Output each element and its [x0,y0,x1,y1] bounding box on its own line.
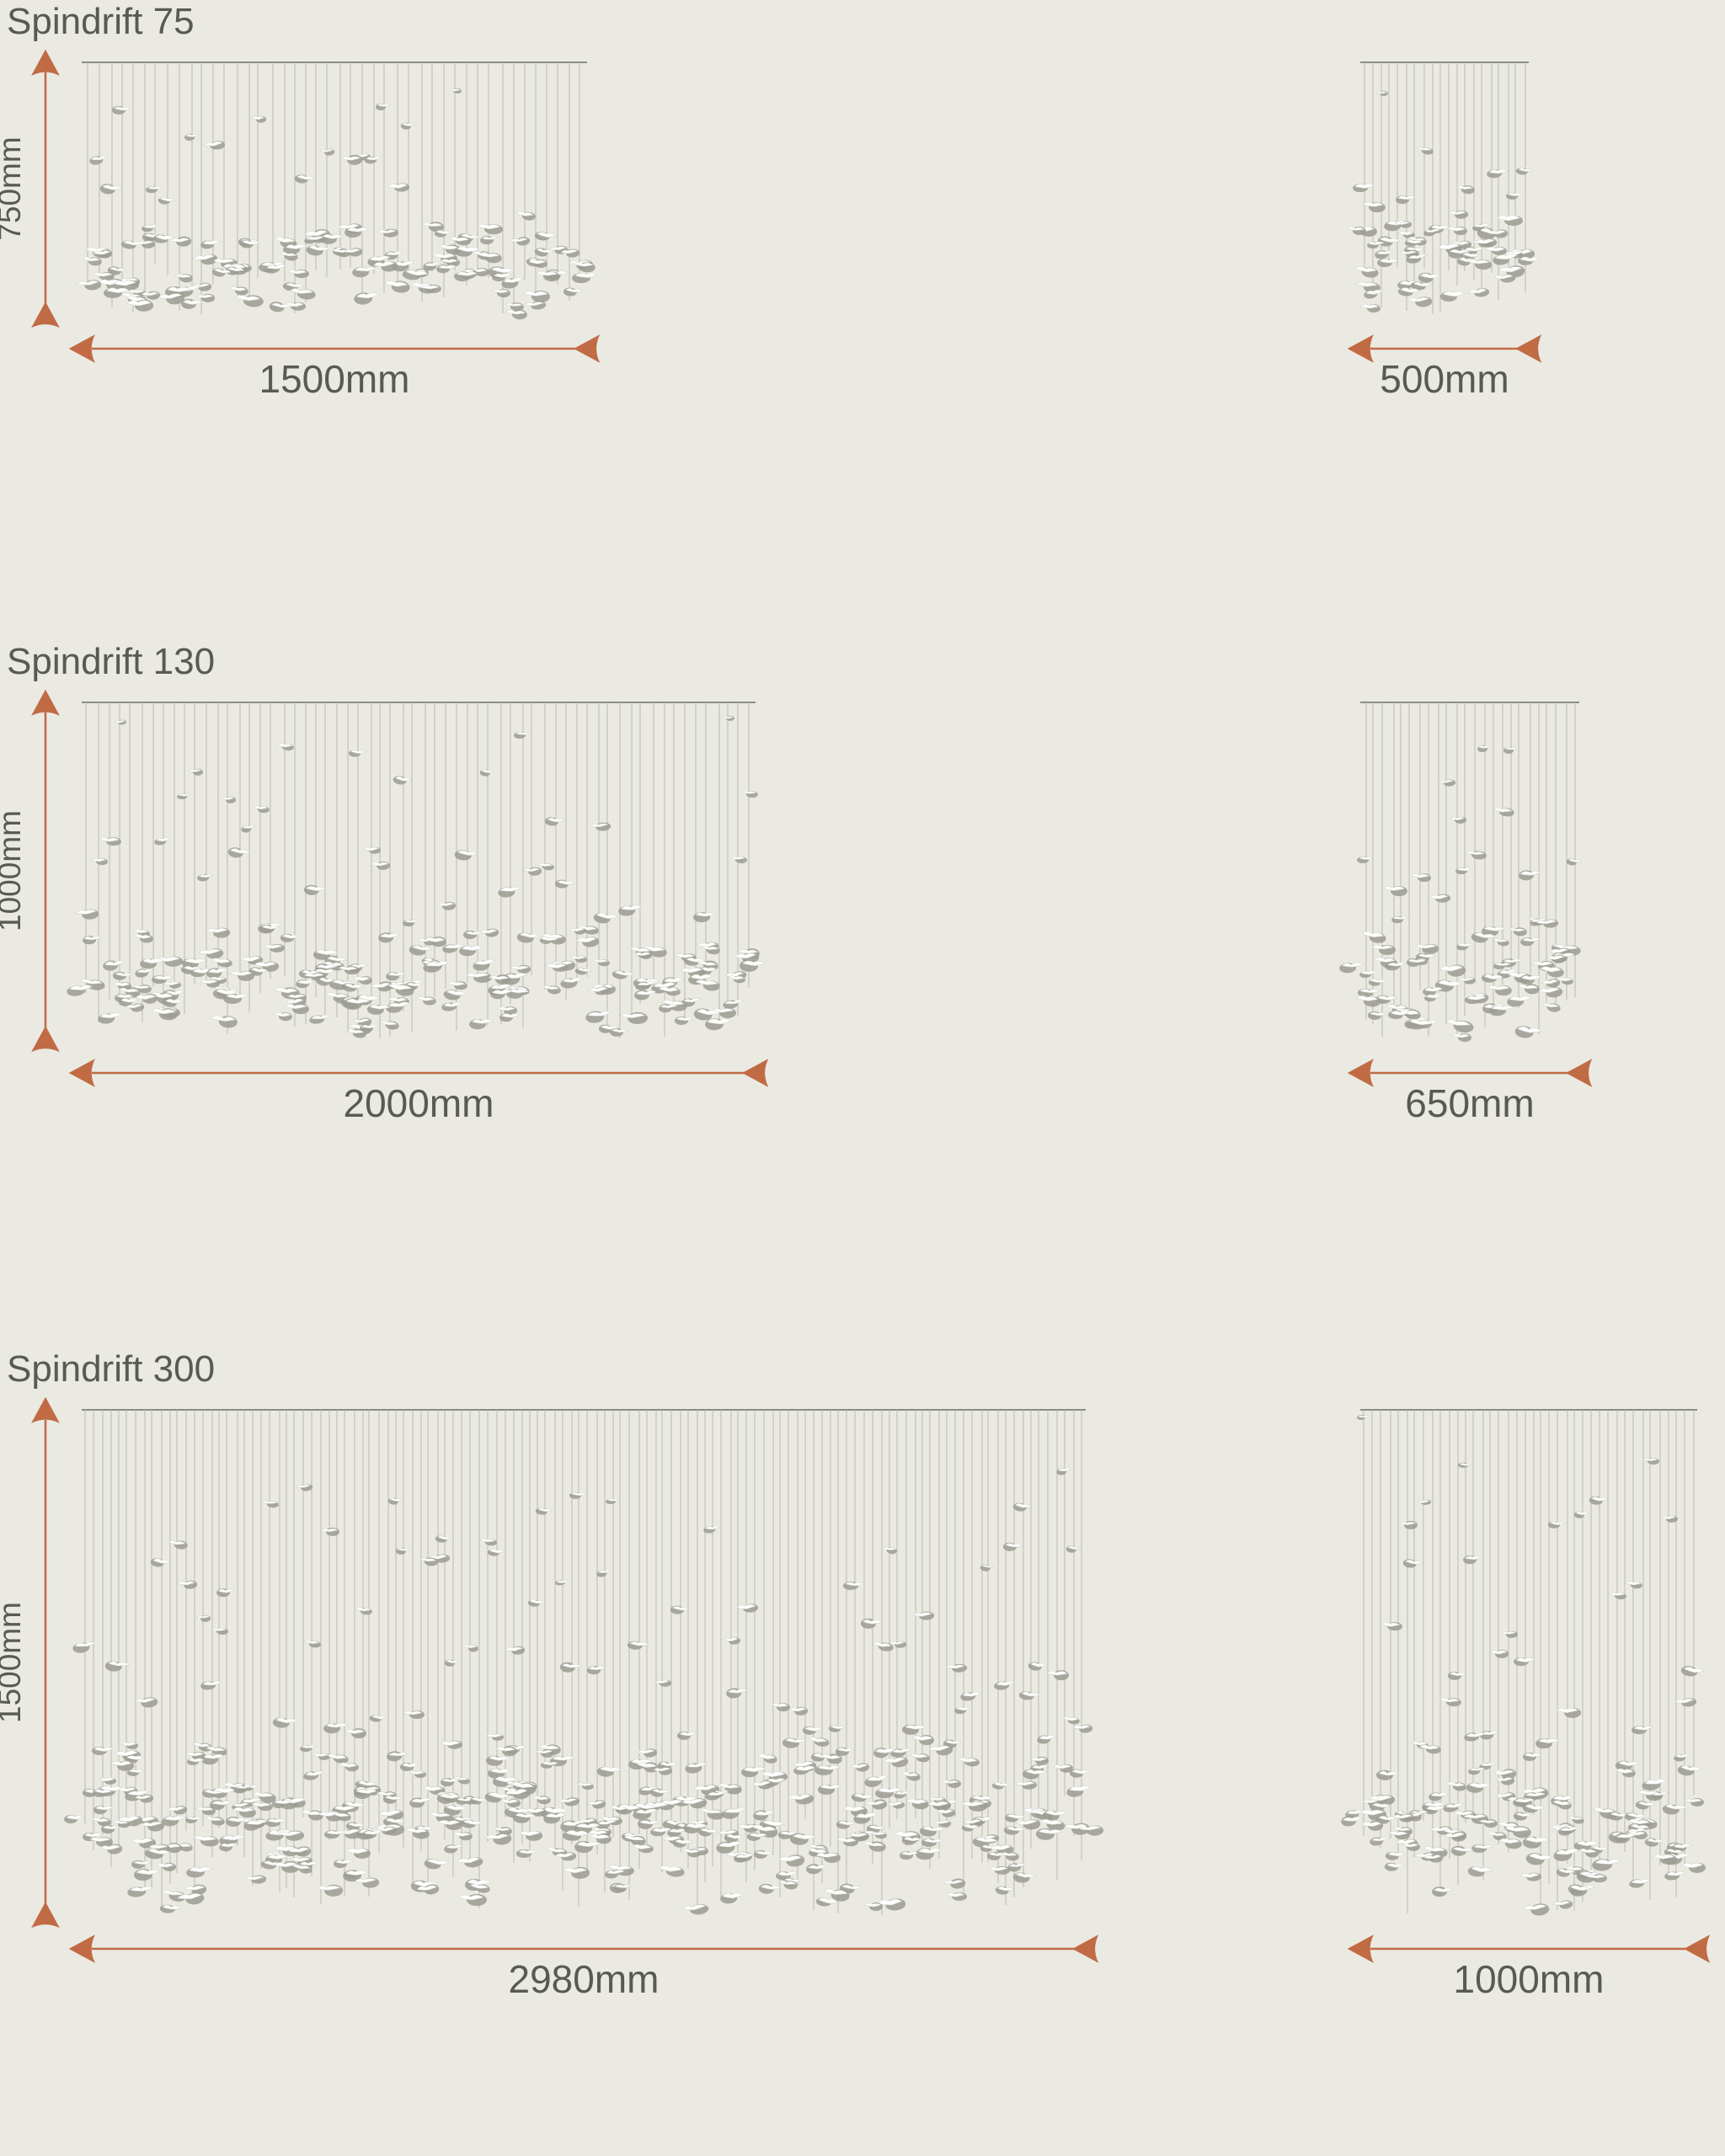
svg-text:2980mm: 2980mm [509,1957,660,2001]
svg-text:2000mm: 2000mm [344,1081,494,1125]
svg-text:750mm: 750mm [0,136,27,240]
svg-text:500mm: 500mm [1380,357,1509,401]
svg-text:650mm: 650mm [1405,1081,1534,1125]
svg-text:1000mm: 1000mm [1454,1957,1605,2001]
svg-text:1500mm: 1500mm [0,1602,27,1723]
svg-text:1000mm: 1000mm [0,810,27,931]
svg-text:1500mm: 1500mm [259,357,410,401]
